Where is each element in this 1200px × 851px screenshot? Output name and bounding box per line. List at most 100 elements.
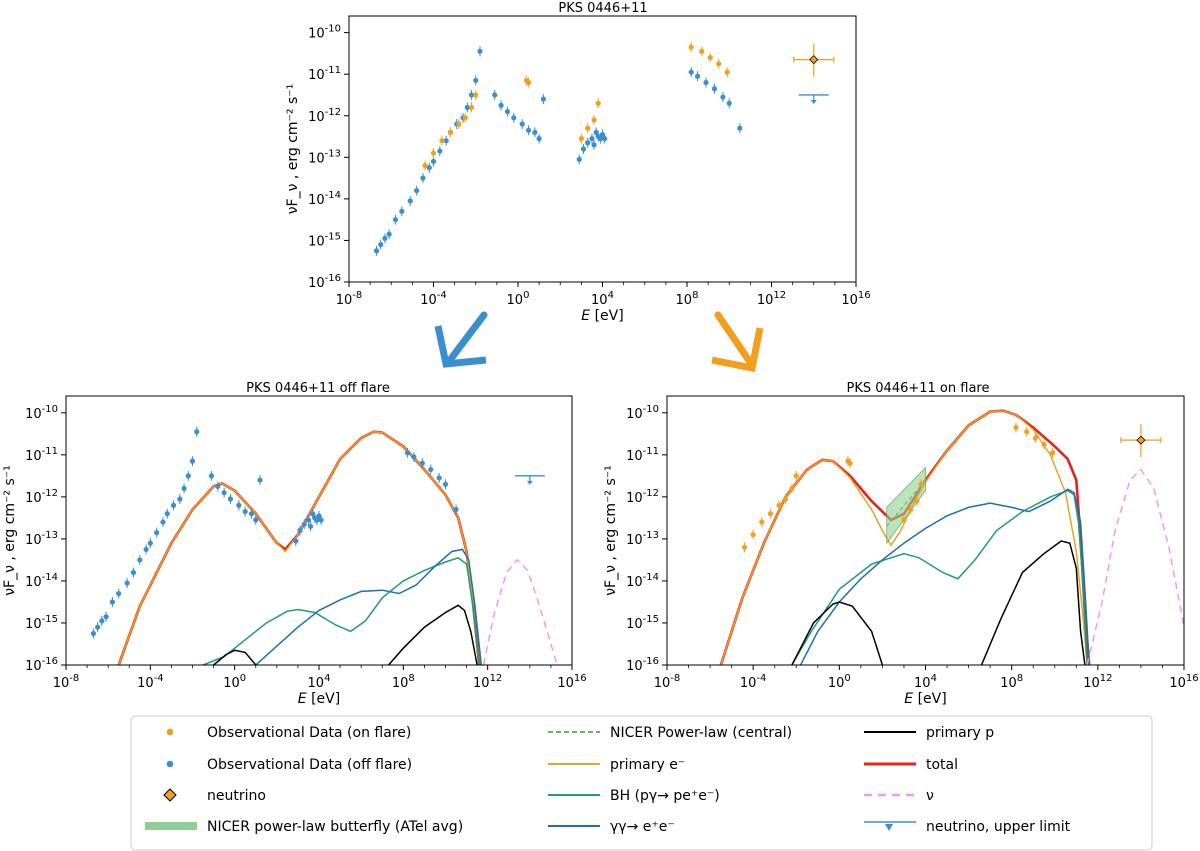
- data-point: [154, 530, 160, 536]
- data-point: [703, 79, 709, 86]
- data-point: [90, 630, 97, 637]
- data-point: [492, 92, 498, 98]
- data-point: [447, 129, 453, 135]
- y-tick-label: 10-12: [25, 488, 58, 506]
- x-tick-label: 108: [1000, 673, 1023, 691]
- x-tick-label: 1012: [1083, 673, 1112, 691]
- data-point: [378, 241, 384, 248]
- data-point: [688, 44, 694, 50]
- data-point: [707, 54, 713, 61]
- data-point: [293, 538, 299, 544]
- x-tick-label: 1012: [757, 290, 786, 308]
- y-tick-label: 10-10: [25, 404, 58, 422]
- data-point: [242, 508, 248, 515]
- legend-entry-neutrino: neutrino: [163, 788, 266, 804]
- data-point: [442, 481, 449, 487]
- x-tick-label: 104: [914, 673, 937, 691]
- data-point: [414, 187, 420, 194]
- data-point: [589, 136, 595, 142]
- data-point: [297, 527, 303, 534]
- legend-label: ν: [926, 788, 934, 804]
- data-point: [724, 69, 730, 75]
- plot-frame: [666, 395, 1185, 666]
- x-tick-label: 1016: [841, 290, 870, 308]
- data-point: [525, 79, 532, 86]
- x-tick-label: 100: [223, 673, 246, 691]
- data-point: [918, 481, 924, 487]
- x-tick-label: 10-8: [654, 673, 681, 691]
- data-point: [99, 618, 105, 624]
- x-tick-label: 1016: [1169, 673, 1198, 691]
- plot-frame: [348, 15, 857, 283]
- data-point: [759, 519, 765, 525]
- x-tick-label: 10-4: [740, 673, 767, 691]
- y-tick-label: 10-15: [25, 614, 58, 632]
- data-point: [767, 511, 774, 517]
- data-point: [907, 506, 914, 513]
- y-axis-label: νF_ν , erg cm⁻² s⁻¹: [2, 465, 18, 596]
- data-point: [737, 125, 743, 131]
- data-point: [595, 100, 601, 106]
- x-axis-label: E [eV]: [298, 691, 340, 707]
- top-panel: PKS 0446+11 10-8 10-4 100 104 108 1012 101610-…: [285, 1, 871, 324]
- data-point: [130, 569, 137, 576]
- curve-primary-p: [791, 601, 884, 665]
- neutrino-marker: [809, 55, 819, 65]
- data-point: [468, 104, 475, 111]
- x-tick-label: 100: [507, 290, 530, 308]
- y-tick-label: 10-16: [626, 656, 659, 674]
- data-point: [1032, 435, 1038, 441]
- data-point: [437, 148, 443, 154]
- data-point: [257, 477, 263, 483]
- x-tick-label: 10-4: [137, 673, 164, 691]
- data-point: [143, 546, 149, 553]
- data-point: [221, 490, 227, 496]
- legend-label: NICER power-law butterfly (ATel avg): [207, 819, 463, 835]
- upper-limit-arrow-icon: [526, 480, 533, 485]
- legend: Observational Data (on flare) Observation…: [130, 715, 1153, 851]
- x-tick-label: 10-8: [53, 673, 80, 691]
- data-point: [436, 475, 442, 481]
- data-point: [373, 248, 380, 254]
- curve-total: [117, 430, 481, 665]
- data-point: [540, 96, 546, 102]
- data-point: [585, 140, 591, 146]
- data-point: [124, 580, 130, 586]
- data-point: [462, 115, 468, 121]
- data-point: [504, 108, 511, 115]
- legend-swatch: [166, 728, 174, 736]
- data-point: [386, 231, 392, 237]
- legend-swatch: [166, 760, 174, 768]
- data-point: [419, 460, 425, 466]
- x-tick-label: 100: [828, 673, 851, 691]
- data-point: [593, 129, 599, 135]
- data-point: [477, 48, 483, 54]
- data-point: [599, 131, 606, 138]
- curve-total: [719, 409, 1091, 665]
- top-plot-area: 10-8 10-4 100 104 108 1012 1016 10-16 10-15 10-14…: [285, 15, 871, 324]
- legend-label: Observational Data (on flare): [207, 725, 411, 741]
- y-tick-label: 10-11: [308, 65, 341, 83]
- data-point: [468, 92, 475, 98]
- data-point: [914, 498, 920, 504]
- data-point: [301, 521, 307, 527]
- legend-label: primary p: [926, 725, 994, 741]
- y-axis-label: νF_ν , erg cm⁻² s⁻¹: [285, 84, 301, 215]
- off-flare-title: PKS 0446+11 off flare: [246, 381, 390, 396]
- legend-entry-on_dot: Observational Data (on flare): [166, 725, 411, 741]
- data-point: [456, 121, 462, 127]
- data-point: [711, 86, 718, 92]
- data-point: [392, 217, 399, 223]
- legend-entry-nicer: NICER Power-law (central): [548, 725, 792, 741]
- data-point: [208, 473, 215, 479]
- y-tick-label: 10-11: [25, 446, 58, 464]
- data-point: [591, 117, 597, 123]
- arrow-left-icon: [434, 311, 488, 368]
- data-point: [428, 466, 434, 473]
- data-point: [137, 557, 143, 563]
- data-point: [901, 517, 907, 523]
- data-point: [525, 127, 532, 133]
- data-point: [382, 235, 388, 241]
- data-point: [473, 77, 479, 84]
- data-point: [430, 158, 437, 165]
